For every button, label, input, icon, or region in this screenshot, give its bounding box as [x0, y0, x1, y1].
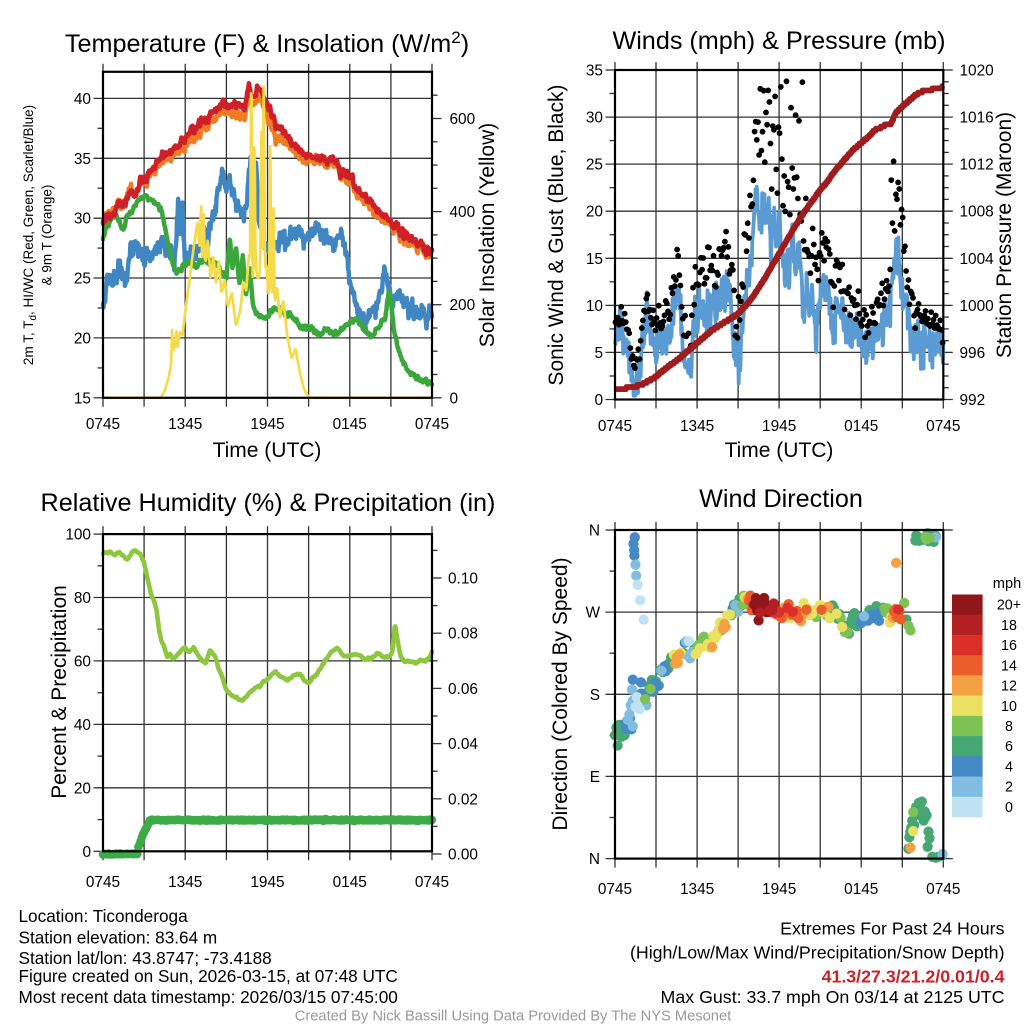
svg-text:Station lat/lon: 43.8747; -73.: Station lat/lon: 43.8747; -73.4188	[19, 948, 272, 968]
svg-text:14: 14	[1001, 658, 1017, 674]
svg-text:1345: 1345	[680, 418, 714, 435]
svg-text:25: 25	[586, 157, 603, 174]
svg-text:1004: 1004	[960, 251, 995, 268]
svg-text:1012: 1012	[960, 157, 994, 174]
svg-text:30: 30	[586, 110, 603, 127]
svg-text:12: 12	[1001, 679, 1017, 695]
svg-text:25: 25	[74, 271, 91, 288]
svg-text:20: 20	[74, 330, 91, 347]
svg-text:60: 60	[74, 653, 91, 670]
svg-text:0745: 0745	[415, 874, 449, 891]
svg-text:Created By Nick Bassill Using: Created By Nick Bassill Using Data Provi…	[295, 1009, 731, 1025]
svg-text:0: 0	[82, 844, 91, 861]
svg-text:15: 15	[586, 251, 603, 268]
svg-text:10: 10	[586, 298, 603, 315]
svg-text:Location: Ticonderoga: Location: Ticonderoga	[19, 906, 189, 926]
svg-text:8: 8	[1005, 719, 1013, 735]
svg-text:Temperature (F) & Insolation (: Temperature (F) & Insolation (W/m2)	[65, 28, 469, 58]
svg-text:W: W	[585, 605, 600, 622]
svg-text:Direction (Colored By Speed): Direction (Colored By Speed)	[549, 557, 572, 830]
svg-text:N: N	[589, 851, 600, 868]
svg-text:0145: 0145	[844, 418, 878, 435]
svg-text:0145: 0145	[333, 874, 367, 891]
svg-text:20+: 20+	[997, 598, 1021, 614]
svg-text:Percent & Precipitation: Percent & Precipitation	[48, 585, 71, 799]
svg-text:0745: 0745	[598, 881, 632, 898]
svg-text:0745: 0745	[926, 418, 960, 435]
svg-text:N: N	[589, 523, 600, 540]
svg-text:mph: mph	[993, 576, 1021, 592]
svg-text:Most recent data timestamp: 20: Most recent data timestamp: 2026/03/15 0…	[19, 987, 398, 1007]
svg-text:1345: 1345	[168, 416, 202, 433]
svg-text:(High/Low/Max Wind/Precipitati: (High/Low/Max Wind/Precipitation/Snow De…	[630, 943, 1005, 963]
svg-text:1008: 1008	[960, 204, 994, 221]
svg-text:Winds (mph) & Pressure (mb): Winds (mph) & Pressure (mb)	[612, 27, 945, 55]
svg-text:0745: 0745	[415, 416, 449, 433]
svg-text:Time (UTC): Time (UTC)	[725, 439, 834, 462]
svg-text:600: 600	[450, 111, 476, 128]
svg-text:0.04: 0.04	[448, 736, 478, 753]
svg-text:200: 200	[450, 297, 476, 314]
svg-text:1945: 1945	[762, 418, 796, 435]
svg-text:30: 30	[74, 211, 91, 228]
svg-text:1020: 1020	[960, 63, 994, 80]
svg-text:0745: 0745	[86, 874, 120, 891]
svg-text:0: 0	[450, 390, 459, 407]
svg-text:15: 15	[74, 390, 91, 407]
svg-text:16: 16	[1001, 638, 1017, 654]
svg-text:Extremes For Past 24 Hours: Extremes For Past 24 Hours	[780, 919, 1004, 939]
svg-text:1345: 1345	[168, 874, 202, 891]
svg-text:4: 4	[1005, 760, 1013, 776]
svg-text:80: 80	[74, 590, 91, 607]
svg-text:2: 2	[1005, 780, 1013, 796]
svg-text:Station elevation: 83.64 m: Station elevation: 83.64 m	[19, 928, 218, 948]
svg-text:Station Pressure (Maroon): Station Pressure (Maroon)	[993, 112, 1016, 358]
svg-text:1016: 1016	[960, 110, 994, 127]
svg-text:0: 0	[594, 392, 603, 409]
svg-text:1945: 1945	[250, 874, 284, 891]
svg-text:Sonic Wind & Gust (Blue, Black: Sonic Wind & Gust (Blue, Black)	[545, 84, 568, 385]
svg-text:0.08: 0.08	[448, 626, 478, 643]
svg-text:E: E	[590, 769, 600, 786]
svg-text:20: 20	[586, 204, 603, 221]
svg-text:1945: 1945	[250, 416, 284, 433]
svg-text:0.10: 0.10	[448, 571, 478, 588]
svg-text:Relative Humidity (%) & Precip: Relative Humidity (%) & Precipitation (i…	[41, 489, 496, 517]
svg-text:Figure created on Sun, 2026-03: Figure created on Sun, 2026-03-15, at 07…	[19, 966, 398, 986]
svg-text:35: 35	[586, 63, 603, 80]
svg-text:1000: 1000	[960, 298, 994, 315]
svg-text:Max Gust: 33.7 mph On 03/14 at: Max Gust: 33.7 mph On 03/14 at 2125 UTC	[661, 987, 1005, 1007]
svg-text:10: 10	[1001, 699, 1017, 715]
svg-text:18: 18	[1001, 618, 1017, 634]
svg-text:0: 0	[1005, 800, 1013, 816]
svg-text:0145: 0145	[844, 881, 878, 898]
svg-text:40: 40	[74, 717, 91, 734]
svg-text:Solar Insolation (Yellow): Solar Insolation (Yellow)	[476, 123, 499, 348]
svg-text:996: 996	[960, 345, 986, 362]
svg-text:41.3/27.3/21.2/0.01/0.4: 41.3/27.3/21.2/0.01/0.4	[822, 967, 1005, 987]
svg-text:0.06: 0.06	[448, 681, 478, 698]
svg-text:35: 35	[74, 151, 91, 168]
svg-text:0745: 0745	[926, 881, 960, 898]
svg-text:1945: 1945	[762, 881, 796, 898]
svg-text:100: 100	[65, 527, 91, 544]
svg-text:0745: 0745	[86, 416, 120, 433]
svg-text:0.00: 0.00	[448, 847, 478, 864]
svg-text:992: 992	[960, 392, 986, 409]
svg-text:Time (UTC): Time (UTC)	[213, 439, 322, 462]
svg-text:0745: 0745	[598, 418, 632, 435]
svg-text:5: 5	[594, 345, 603, 362]
svg-text:6: 6	[1005, 739, 1013, 755]
svg-text:40: 40	[74, 91, 91, 108]
svg-text:20: 20	[74, 780, 91, 797]
svg-text:Wind Direction: Wind Direction	[699, 485, 863, 513]
svg-text:1345: 1345	[680, 881, 714, 898]
svg-text:& 9m T (Orange): & 9m T (Orange)	[40, 185, 55, 286]
svg-text:S: S	[590, 687, 600, 704]
svg-text:2m T, Td, HI/WC (Red, Green, S: 2m T, Td, HI/WC (Red, Green, Scarlet/Blu…	[21, 105, 39, 365]
svg-text:0.02: 0.02	[448, 791, 478, 808]
svg-text:400: 400	[450, 204, 476, 221]
svg-text:0145: 0145	[333, 416, 367, 433]
